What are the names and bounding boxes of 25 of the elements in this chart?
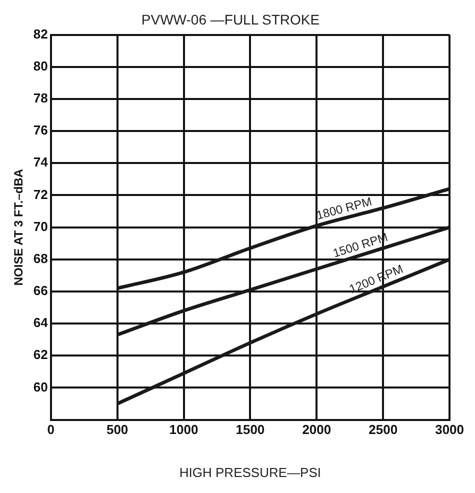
chart-title: PVWW-06 —FULL STROKE [141,11,320,28]
x-tick-label: 3000 [435,422,464,438]
y-tick-label: 70 [33,218,48,234]
x-tick-label: 0 [47,422,54,438]
x-tick-label: 500 [106,422,128,438]
y-tick-label: 82 [33,26,48,42]
text: 1200 RPM [347,262,405,296]
y-axis-title: NOISE AT 3 FT.–dBA [12,168,26,286]
y-tick-label: 76 [33,122,48,138]
y-tick-label: 80 [33,58,48,74]
y-tick-label: 72 [33,186,48,202]
y-tick-label: 62 [33,347,48,362]
y-tick-label: 66 [33,283,48,298]
text: 1500 RPM [331,230,390,260]
x-tick-label: 1500 [236,422,265,438]
x-tick-label: 1000 [169,422,198,438]
x-tick-label: 2000 [302,422,332,438]
y-tick-label: 78 [33,90,48,106]
y-tick-label: 60 [33,379,48,394]
y-tick-label: 74 [33,154,49,170]
text: 1800 RPM [314,194,374,222]
y-tick-label: 68 [33,250,48,266]
x-tick-label: 2500 [368,422,398,438]
x-axis-title: HIGH PRESSURE—PSI [179,464,321,480]
y-tick-label: 64 [33,315,49,330]
